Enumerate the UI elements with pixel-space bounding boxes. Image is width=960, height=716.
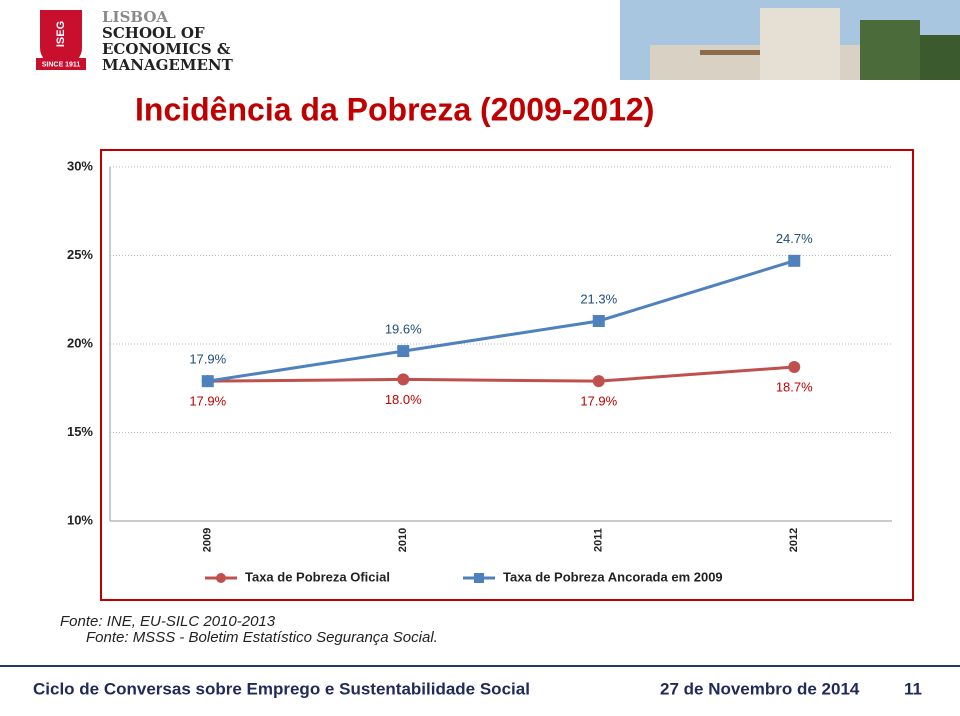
data-label: 19.6% xyxy=(385,322,422,337)
data-label: 24.7% xyxy=(776,231,813,246)
footer-date: 27 de Novembro de 2014 xyxy=(660,679,860,698)
data-label: 18.7% xyxy=(776,379,813,394)
header-photo xyxy=(620,0,960,80)
series-line xyxy=(207,365,795,383)
marker xyxy=(592,314,605,327)
marker xyxy=(397,345,410,358)
marker xyxy=(397,373,410,386)
x-tick-label: 2012 xyxy=(788,528,800,552)
y-tick-label: 15% xyxy=(67,424,93,439)
y-tick-label: 10% xyxy=(67,512,93,527)
chart-frame xyxy=(100,149,914,601)
marker xyxy=(788,254,801,267)
x-tick-label: 2009 xyxy=(202,528,214,552)
logo-text: SCHOOL OF xyxy=(102,24,205,42)
data-label: 17.9% xyxy=(189,352,226,367)
marker xyxy=(788,361,801,374)
legend-marker xyxy=(216,573,226,583)
data-label: 17.9% xyxy=(580,394,617,409)
chart-title: Incidência da Pobreza (2009-2012) xyxy=(135,91,654,127)
legend-label: Taxa de Pobreza Ancorada em 2009 xyxy=(503,569,723,584)
source: Fonte: INE, EU-SILC 2010-2013 xyxy=(60,613,276,630)
data-label: 17.9% xyxy=(189,394,226,409)
source: Fonte: MSSS - Boletim Estatístico Segura… xyxy=(86,629,438,646)
footer-event: Ciclo de Conversas sobre Emprego e Suste… xyxy=(33,679,530,698)
logo-text: ECONOMICS & xyxy=(102,40,231,58)
x-tick-label: 2010 xyxy=(397,528,409,552)
logo-text: MANAGEMENT xyxy=(102,56,234,74)
logo-text: LISBOA xyxy=(102,8,168,26)
marker xyxy=(592,375,605,388)
y-tick-label: 25% xyxy=(67,247,93,262)
x-tick-label: 2011 xyxy=(593,528,605,552)
data-label: 18.0% xyxy=(385,392,422,407)
logo-since: SINCE 1911 xyxy=(42,61,81,68)
y-tick-label: 30% xyxy=(67,158,93,173)
series-line xyxy=(207,259,795,383)
logo-shield-text: ISEG xyxy=(55,21,67,47)
logo-shield xyxy=(40,10,82,70)
marker xyxy=(201,375,214,388)
legend-marker xyxy=(474,573,484,583)
logo-ribbon xyxy=(36,58,86,70)
y-tick-label: 20% xyxy=(67,335,93,350)
data-label: 21.3% xyxy=(580,291,617,306)
legend-label: Taxa de Pobreza Oficial xyxy=(245,569,390,584)
page-number: 11 xyxy=(904,679,922,698)
